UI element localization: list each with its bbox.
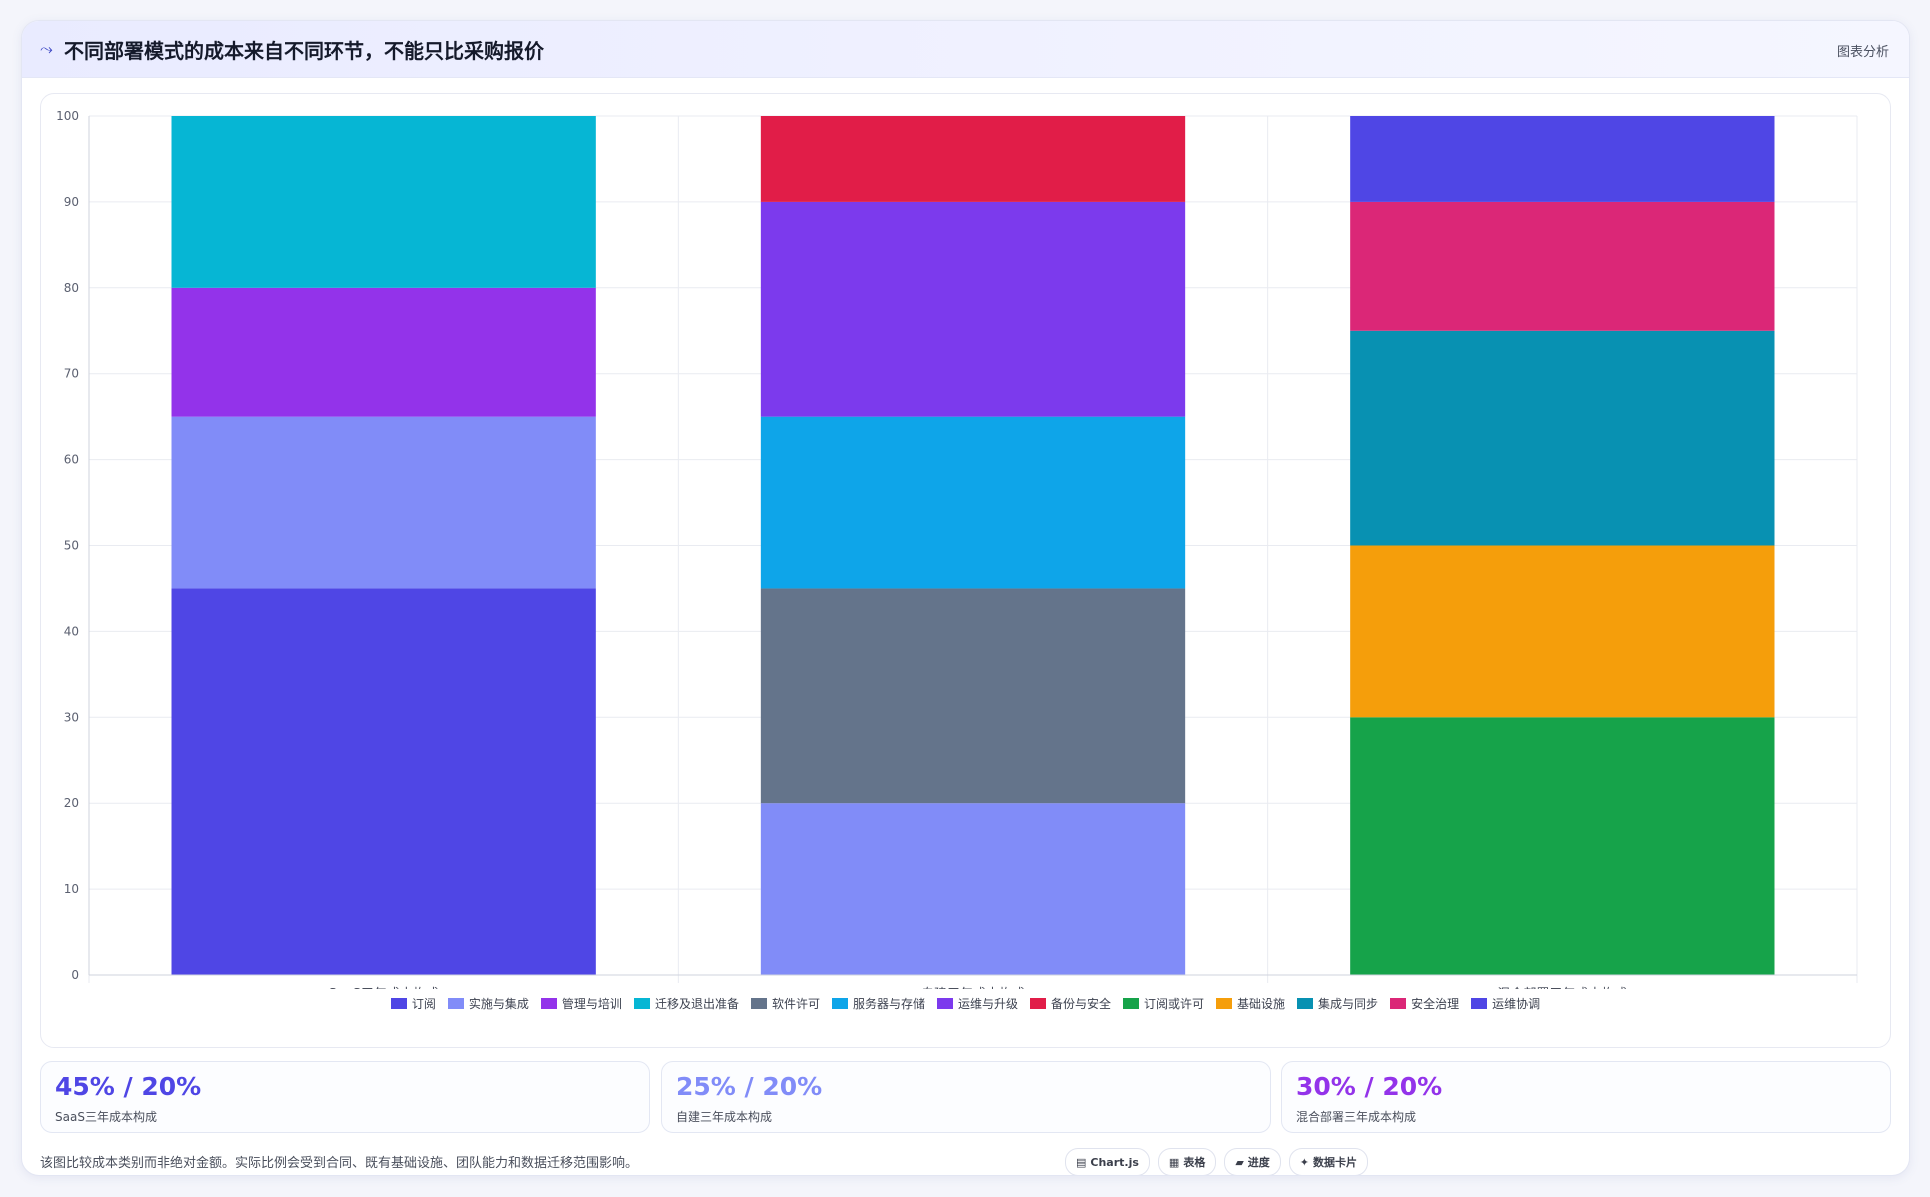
legend-item[interactable]: 基础设施 bbox=[1216, 995, 1285, 1012]
legend-item[interactable]: 运维与升级 bbox=[936, 995, 1018, 1012]
legend-swatch bbox=[1123, 997, 1140, 1009]
stat-value: 25% / 20% bbox=[676, 1072, 823, 1101]
legend-item[interactable]: 实施与集成 bbox=[447, 995, 529, 1012]
y-tick-label: 90 bbox=[64, 195, 79, 209]
legend-item[interactable]: 服务器与存储 bbox=[831, 995, 925, 1012]
stat-card-saas: 45% / 20% SaaS三年成本构成 bbox=[40, 1061, 650, 1133]
bar-segment[interactable] bbox=[171, 588, 596, 975]
chart-legend: 订阅 实施与集成 管理与培训 迁移及退出准备 软件许可 服务器与存储 运维与升级 备份与安全 订… bbox=[41, 993, 1890, 1013]
legend-swatch bbox=[1297, 997, 1314, 1009]
legend-swatch bbox=[1390, 997, 1407, 1009]
legend-label: 管理与培训 bbox=[561, 996, 622, 1011]
bar-segment[interactable] bbox=[1350, 717, 1775, 975]
legend-label: 订阅或许可 bbox=[1144, 996, 1205, 1011]
chart-card: ⤳ 不同部署模式的成本来自不同环节，不能只比采购报价 图表分析 0 10 20 30 4… bbox=[21, 20, 1910, 1176]
legend-label: 实施与集成 bbox=[468, 996, 529, 1011]
bar-segment[interactable] bbox=[760, 803, 1186, 975]
pill-progress[interactable]: ▰ 进度 bbox=[1224, 1148, 1281, 1175]
legend-label: 备份与安全 bbox=[1051, 996, 1112, 1011]
legend-label: 集成与同步 bbox=[1318, 996, 1379, 1011]
chart-panel: 0 10 20 30 40 50 60 70 80 90 100 SaaS三年成本构成 自建三年成本构成… bbox=[40, 93, 1891, 1048]
progress-icon: ▰ bbox=[1235, 1155, 1244, 1169]
x-tick-label: SaaS三年成本构成 bbox=[328, 987, 438, 989]
chart-analysis-tag: 图表分析 bbox=[1836, 45, 1889, 60]
legend-item[interactable]: 订阅或许可 bbox=[1123, 995, 1204, 1012]
pill-chartjs[interactable]: ▤ Chart.js bbox=[1065, 1148, 1150, 1175]
legend-swatch bbox=[750, 997, 767, 1009]
legend-label: 运维与升级 bbox=[957, 996, 1018, 1011]
y-tick-label: 20 bbox=[64, 796, 79, 810]
pill-group: ▤ Chart.js ▦ 表格 ▰ 进度 ✦ 数据卡片 bbox=[1065, 1148, 1369, 1175]
y-tick-label: 50 bbox=[64, 539, 79, 553]
y-tick-label: 10 bbox=[64, 882, 79, 896]
legend-swatch bbox=[1030, 997, 1046, 1009]
stat-label: SaaS三年成本构成 bbox=[55, 1110, 157, 1124]
legend-swatch bbox=[1471, 997, 1488, 1009]
card-header: ⤳ 不同部署模式的成本来自不同环节，不能只比采购报价 图表分析 bbox=[22, 21, 1909, 78]
y-tick-label: 80 bbox=[64, 281, 79, 295]
stat-label: 自建三年成本构成 bbox=[676, 1110, 773, 1124]
legend-item[interactable]: 备份与安全 bbox=[1030, 995, 1111, 1012]
trend-line-icon: ⤳ bbox=[40, 39, 53, 58]
chart-icon: ▤ bbox=[1076, 1155, 1087, 1169]
bar-segment[interactable] bbox=[171, 416, 596, 589]
stat-value: 30% / 20% bbox=[1296, 1072, 1443, 1101]
stacked-bar-chart: 0 10 20 30 40 50 60 70 80 90 100 SaaS三年成本构成 自建三年成本构成… bbox=[56, 109, 1858, 989]
pill-table[interactable]: ▦ 表格 bbox=[1157, 1148, 1217, 1175]
legend-swatch bbox=[831, 997, 848, 1009]
bar-segment[interactable] bbox=[760, 416, 1186, 589]
legend-swatch bbox=[540, 997, 557, 1009]
bar-segment[interactable] bbox=[760, 588, 1186, 804]
pill-label: 进度 bbox=[1247, 1156, 1270, 1169]
legend-item[interactable]: 集成与同步 bbox=[1297, 995, 1378, 1012]
stat-card-hybrid: 30% / 20% 混合部署三年成本构成 bbox=[1281, 1061, 1891, 1133]
legend-item[interactable]: 运维协调 bbox=[1471, 995, 1540, 1012]
card-title: 不同部署模式的成本来自不同环节，不能只比采购报价 bbox=[64, 39, 544, 63]
stat-card-self-hosted: 25% / 20% 自建三年成本构成 bbox=[661, 1061, 1271, 1133]
legend-swatch bbox=[390, 997, 407, 1009]
footnote: 该图比较成本类别而非绝对金额。实际比例会受到合同、既有基础设施、团队能力和数据迁… bbox=[40, 1156, 639, 1171]
y-tick-label: 0 bbox=[71, 968, 79, 982]
data-card-icon: ✦ bbox=[1299, 1155, 1310, 1169]
pill-data-card[interactable]: ✦ 数据卡片 bbox=[1288, 1148, 1369, 1175]
legend-item[interactable]: 软件许可 bbox=[750, 995, 820, 1012]
bar-segment[interactable] bbox=[760, 116, 1186, 202]
x-tick-label: 自建三年成本构成 bbox=[921, 987, 1025, 989]
bar-segment[interactable] bbox=[1350, 201, 1775, 331]
y-tick-label: 100 bbox=[56, 109, 79, 123]
bar-segment[interactable] bbox=[171, 287, 596, 417]
pill-label: 数据卡片 bbox=[1313, 1156, 1358, 1169]
legend-label: 软件许可 bbox=[771, 996, 820, 1011]
table-icon: ▦ bbox=[1168, 1155, 1180, 1169]
legend-label: 运维协调 bbox=[1492, 996, 1541, 1011]
y-tick-label: 30 bbox=[64, 710, 79, 724]
y-tick-label: 60 bbox=[64, 453, 79, 467]
legend-label: 迁移及退出准备 bbox=[654, 996, 739, 1011]
bar-segment[interactable] bbox=[1350, 545, 1775, 718]
stat-value: 45% / 20% bbox=[55, 1072, 202, 1101]
legend-swatch bbox=[936, 997, 953, 1009]
legend-item[interactable]: 订阅 bbox=[390, 995, 436, 1012]
bar-segment[interactable] bbox=[1350, 116, 1775, 202]
legend-label: 基础设施 bbox=[1237, 996, 1286, 1011]
legend-swatch bbox=[633, 997, 650, 1009]
legend-swatch bbox=[447, 997, 464, 1009]
legend-item[interactable]: 安全治理 bbox=[1390, 995, 1459, 1012]
legend-label: 订阅 bbox=[411, 996, 436, 1011]
x-tick-label: 混合部署三年成本构成 bbox=[1497, 987, 1627, 989]
bar-segment[interactable] bbox=[760, 201, 1186, 417]
stat-label: 混合部署三年成本构成 bbox=[1296, 1110, 1417, 1124]
legend-label: 安全治理 bbox=[1411, 996, 1460, 1011]
y-tick-label: 70 bbox=[64, 367, 79, 381]
bar-segment[interactable] bbox=[171, 116, 596, 288]
pill-label: Chart.js bbox=[1090, 1155, 1139, 1169]
pill-label: 表格 bbox=[1183, 1156, 1206, 1169]
legend-swatch bbox=[1216, 997, 1233, 1009]
legend-item[interactable]: 管理与培训 bbox=[540, 995, 622, 1012]
bar-segment[interactable] bbox=[1350, 330, 1775, 546]
y-tick-label: 40 bbox=[64, 624, 79, 638]
legend-label: 服务器与存储 bbox=[852, 996, 925, 1011]
legend-item[interactable]: 迁移及退出准备 bbox=[633, 995, 739, 1012]
